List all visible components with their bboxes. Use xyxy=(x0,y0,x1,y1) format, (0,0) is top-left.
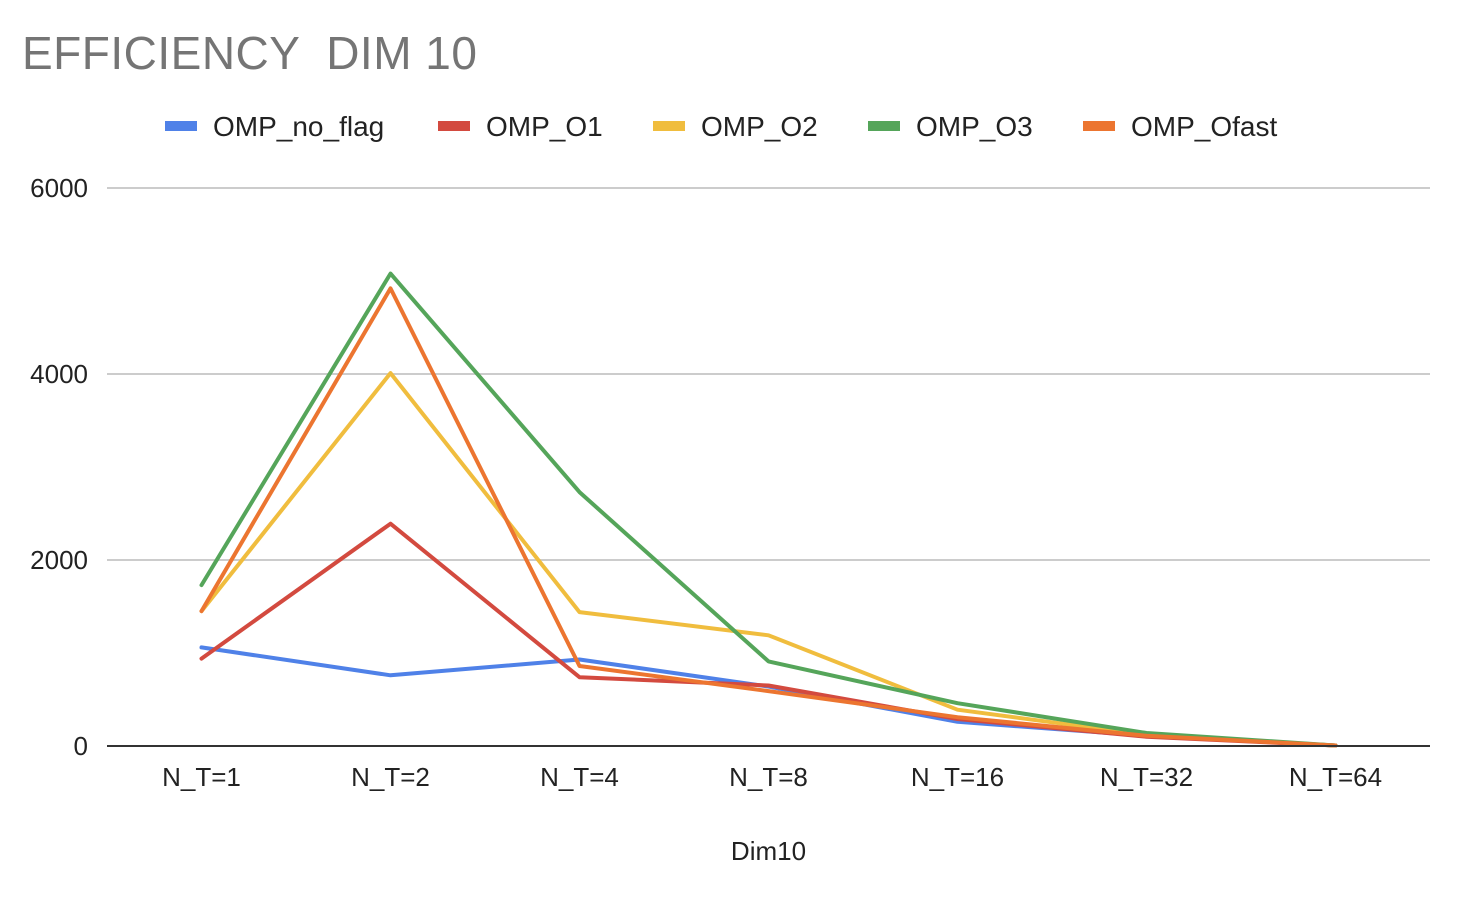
y-axis-ticks: 0 2000 4000 6000 xyxy=(30,173,88,761)
series-line-omp-o3 xyxy=(199,271,1338,748)
legend-label: OMP_O2 xyxy=(701,111,818,142)
legend-item: OMP_O2 xyxy=(653,111,818,142)
gridlines xyxy=(107,187,1430,561)
legend: OMP_no_flag OMP_O1 OMP_O2 OMP_O3 OMP_Ofast xyxy=(165,111,1277,142)
chart-title: EFFICIENCY DIM 10 xyxy=(22,27,478,79)
y-tick-label: 2000 xyxy=(30,545,88,575)
legend-item: OMP_Ofast xyxy=(1083,111,1277,142)
x-axis-title: Dim10 xyxy=(731,836,806,866)
series-line-omp-ofast xyxy=(199,286,1338,748)
x-tick-label: N_T=2 xyxy=(351,762,430,792)
legend-label: OMP_O3 xyxy=(916,111,1033,142)
legend-swatch xyxy=(653,121,685,131)
legend-label: OMP_no_flag xyxy=(213,111,384,142)
x-tick-label: N_T=32 xyxy=(1100,762,1193,792)
y-tick-label: 6000 xyxy=(30,173,88,203)
legend-swatch xyxy=(438,121,470,131)
legend-label: OMP_Ofast xyxy=(1131,111,1277,142)
x-tick-label: N_T=4 xyxy=(540,762,619,792)
x-tick-label: N_T=1 xyxy=(162,762,241,792)
x-tick-label: N_T=8 xyxy=(729,762,808,792)
legend-label: OMP_O1 xyxy=(486,111,603,142)
legend-swatch xyxy=(868,121,900,131)
legend-swatch xyxy=(1083,121,1115,131)
y-tick-label: 4000 xyxy=(30,359,88,389)
legend-item: OMP_O3 xyxy=(868,111,1033,142)
series-lines xyxy=(199,271,1338,748)
legend-item: OMP_no_flag xyxy=(165,111,384,142)
x-tick-label: N_T=64 xyxy=(1289,762,1382,792)
x-tick-label: N_T=16 xyxy=(911,762,1004,792)
y-tick-label: 0 xyxy=(74,731,88,761)
x-axis-ticks: N_T=1 N_T=2 N_T=4 N_T=8 N_T=16 N_T=32 N_T=64 xyxy=(162,762,1382,792)
legend-swatch xyxy=(165,121,197,131)
legend-item: OMP_O1 xyxy=(438,111,603,142)
